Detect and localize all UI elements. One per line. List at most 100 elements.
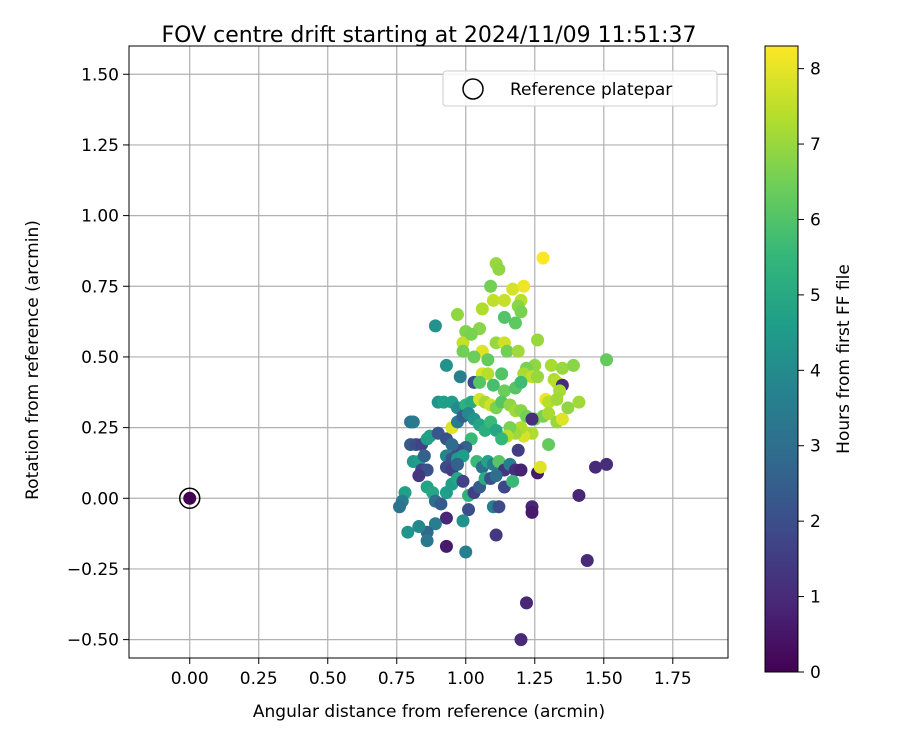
y-tick-label: 0.75 bbox=[81, 277, 119, 297]
data-point bbox=[492, 262, 506, 276]
data-point bbox=[533, 460, 547, 474]
colorbar-tick-label: 1 bbox=[810, 588, 821, 608]
legend-reference-marker bbox=[462, 78, 484, 100]
y-tick-label: 0.50 bbox=[81, 348, 119, 368]
data-point bbox=[456, 474, 470, 488]
data-point bbox=[542, 406, 556, 420]
data-point bbox=[519, 596, 533, 610]
y-ticks: −0.50 −0.25 0.00 0.25 0.50 0.75 1.00 1.25 1.50 bbox=[67, 65, 129, 651]
colorbar-tick-label: 7 bbox=[810, 135, 821, 155]
data-point bbox=[450, 308, 464, 322]
data-point bbox=[525, 412, 539, 426]
colorbar-ticks: 0 1 2 3 4 5 6 7 8 bbox=[798, 60, 821, 683]
data-point bbox=[420, 534, 434, 548]
data-point bbox=[464, 327, 478, 341]
data-point bbox=[511, 443, 525, 457]
data-point bbox=[412, 469, 426, 483]
data-point bbox=[497, 384, 511, 398]
colorbar-tick-label: 6 bbox=[810, 210, 821, 230]
data-point bbox=[481, 353, 495, 367]
data-point bbox=[439, 511, 453, 525]
colorbar-tick-label: 0 bbox=[810, 663, 821, 683]
data-point bbox=[508, 316, 522, 330]
data-point bbox=[555, 361, 569, 375]
data-point bbox=[473, 375, 487, 389]
data-point bbox=[514, 463, 528, 477]
data-point bbox=[401, 525, 415, 539]
data-point bbox=[589, 460, 603, 474]
legend-entry-label: Reference platepar bbox=[510, 80, 672, 100]
data-points bbox=[178, 251, 614, 647]
legend-box bbox=[442, 70, 718, 107]
grid-lines bbox=[129, 46, 728, 658]
legend: Reference platepar bbox=[442, 70, 718, 107]
data-point bbox=[550, 392, 564, 406]
x-tick-label: 0.00 bbox=[171, 669, 209, 689]
data-point bbox=[514, 633, 528, 647]
x-tick-label: 1.50 bbox=[585, 669, 623, 689]
reference-ring bbox=[178, 487, 201, 510]
data-point bbox=[514, 375, 528, 389]
x-axis-label: Angular distance from reference (arcmin) bbox=[253, 702, 605, 722]
y-tick-label: 0.25 bbox=[81, 419, 119, 439]
data-point bbox=[497, 293, 511, 307]
y-axis-label: Rotation from reference (arcmin) bbox=[23, 220, 43, 500]
data-point bbox=[486, 293, 500, 307]
data-point bbox=[495, 432, 509, 446]
data-point bbox=[456, 344, 470, 358]
data-point bbox=[406, 415, 420, 429]
y-tick-label: −0.50 bbox=[67, 631, 119, 651]
data-point bbox=[525, 505, 539, 519]
x-tick-label: 1.00 bbox=[447, 669, 485, 689]
colorbar: 0 1 2 3 4 5 6 7 8 Hours from first FF file bbox=[764, 45, 854, 683]
colorbar-tick-label: 8 bbox=[810, 60, 821, 80]
data-point bbox=[517, 279, 531, 293]
data-point bbox=[511, 344, 525, 358]
data-point bbox=[497, 310, 511, 324]
y-tick-label: 1.50 bbox=[81, 65, 119, 85]
data-point bbox=[412, 520, 426, 534]
y-tick-label: 1.25 bbox=[81, 136, 119, 156]
data-point bbox=[450, 457, 464, 471]
y-tick-label: 0.00 bbox=[81, 489, 119, 509]
data-point bbox=[393, 500, 407, 514]
colorbar-tick-label: 3 bbox=[810, 437, 821, 457]
chart-title: FOV centre drift starting at 2024/11/09 … bbox=[162, 23, 697, 48]
colorbar-label: Hours from first FF file bbox=[834, 264, 854, 454]
data-point bbox=[561, 401, 575, 415]
data-point bbox=[439, 358, 453, 372]
x-tick-label: 0.50 bbox=[309, 669, 347, 689]
data-point bbox=[428, 517, 442, 531]
data-point bbox=[492, 500, 506, 514]
data-point bbox=[489, 528, 503, 542]
data-point bbox=[439, 539, 453, 553]
reference-point bbox=[183, 491, 197, 505]
x-ticks: 0.00 0.25 0.50 0.75 1.00 1.25 1.50 1.75 bbox=[171, 658, 692, 689]
y-tick-label: 1.00 bbox=[81, 207, 119, 227]
data-point bbox=[555, 412, 569, 426]
data-point bbox=[506, 474, 520, 488]
data-point bbox=[467, 350, 481, 364]
data-point bbox=[462, 503, 476, 517]
data-point bbox=[572, 395, 586, 409]
data-point bbox=[489, 469, 503, 483]
data-point bbox=[456, 514, 470, 528]
data-point bbox=[506, 282, 520, 296]
data-point bbox=[542, 438, 556, 452]
colorbar-gradient bbox=[764, 45, 799, 673]
data-point bbox=[481, 367, 495, 381]
data-point bbox=[445, 438, 459, 452]
colorbar-tick-label: 4 bbox=[810, 361, 821, 381]
data-point bbox=[500, 344, 514, 358]
x-tick-label: 0.75 bbox=[378, 669, 416, 689]
data-point bbox=[531, 333, 545, 347]
colorbar-tick-label: 5 bbox=[810, 286, 821, 306]
data-point bbox=[417, 449, 431, 463]
data-point bbox=[484, 279, 498, 293]
data-point bbox=[531, 370, 545, 384]
data-point bbox=[428, 319, 442, 333]
data-point bbox=[459, 545, 473, 559]
x-tick-label: 1.75 bbox=[654, 669, 692, 689]
